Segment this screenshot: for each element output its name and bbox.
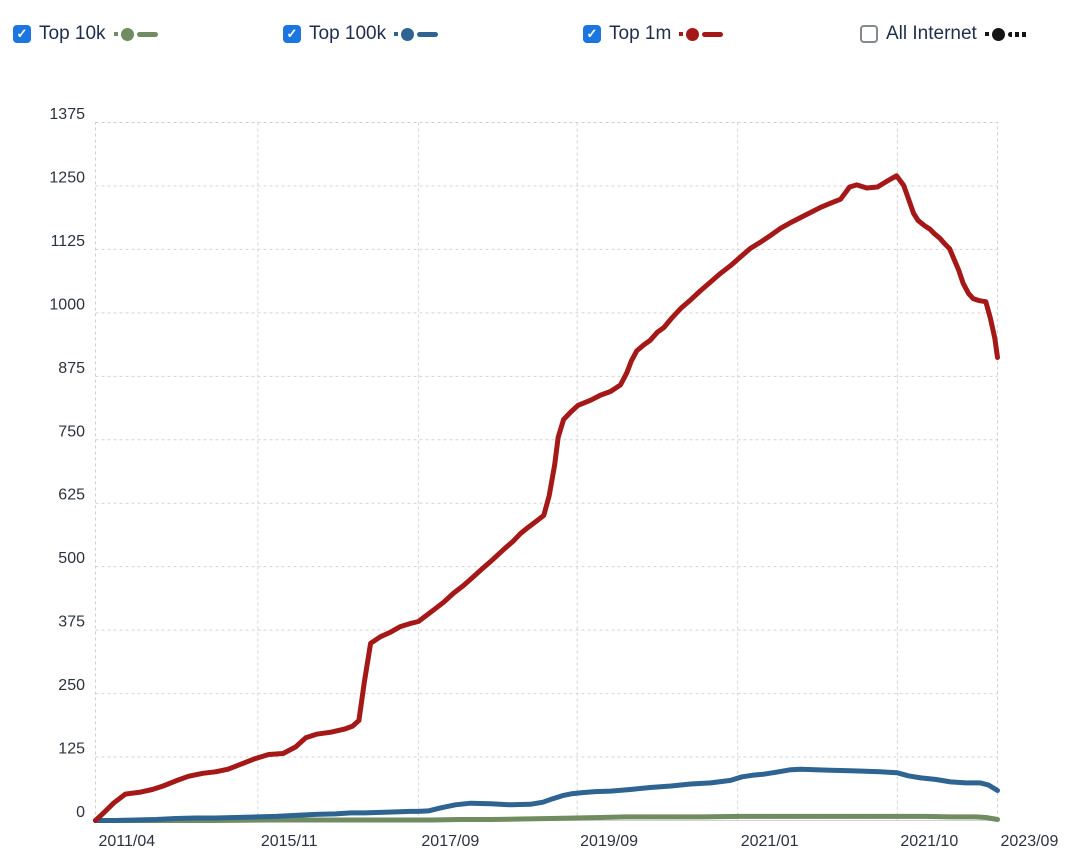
legend-label-top-10k: Top 10k bbox=[39, 23, 106, 44]
legend-item-top-1m[interactable]: ✓ Top 1m bbox=[583, 23, 724, 45]
marker-line-icon bbox=[702, 31, 724, 37]
marker-square-icon bbox=[394, 32, 399, 36]
legend-label-top-100k: Top 100k bbox=[309, 23, 387, 44]
svg-text:2021/10: 2021/10 bbox=[900, 833, 958, 850]
legend-label-top-1m: Top 1m bbox=[609, 23, 672, 44]
svg-text:2017/09: 2017/09 bbox=[421, 833, 479, 850]
svg-text:500: 500 bbox=[58, 550, 85, 567]
svg-text:1000: 1000 bbox=[49, 296, 85, 313]
legend-label-all-internet: All Internet bbox=[886, 23, 977, 44]
marker-line-icon bbox=[1007, 31, 1029, 37]
checkbox-top-10k[interactable]: ✓ bbox=[13, 25, 31, 43]
svg-text:125: 125 bbox=[58, 741, 85, 758]
marker-circle-icon bbox=[401, 27, 415, 41]
legend-item-top-100k[interactable]: ✓ Top 100k bbox=[283, 23, 439, 45]
marker-square-icon bbox=[113, 32, 118, 36]
marker-circle-icon bbox=[991, 27, 1005, 41]
svg-text:1375: 1375 bbox=[49, 106, 85, 123]
svg-text:2021/01: 2021/01 bbox=[741, 833, 799, 850]
series-marker-top-10k bbox=[113, 27, 158, 41]
svg-text:0: 0 bbox=[76, 804, 85, 821]
svg-text:625: 625 bbox=[58, 487, 85, 504]
checkbox-top-100k[interactable]: ✓ bbox=[283, 25, 301, 43]
svg-text:250: 250 bbox=[58, 677, 85, 694]
checkbox-top-1m[interactable]: ✓ bbox=[583, 25, 601, 43]
checkbox-all-internet[interactable] bbox=[860, 25, 878, 43]
svg-text:875: 875 bbox=[58, 360, 85, 377]
marker-circle-icon bbox=[120, 27, 134, 41]
svg-text:1250: 1250 bbox=[49, 169, 85, 186]
series-marker-top-1m bbox=[679, 27, 724, 41]
svg-text:2023/09: 2023/09 bbox=[1001, 833, 1059, 850]
svg-text:2011/04: 2011/04 bbox=[99, 833, 156, 850]
svg-text:1125: 1125 bbox=[51, 233, 86, 250]
marker-square-icon bbox=[679, 32, 684, 36]
svg-text:750: 750 bbox=[58, 423, 85, 440]
series-marker-all-internet bbox=[984, 27, 1029, 41]
svg-text:375: 375 bbox=[58, 614, 85, 631]
legend-item-all-internet[interactable]: All Internet bbox=[860, 23, 1029, 45]
marker-line-icon bbox=[136, 31, 158, 37]
marker-line-icon bbox=[417, 31, 439, 37]
marker-circle-icon bbox=[686, 27, 700, 41]
legend-item-top-10k[interactable]: ✓ Top 10k bbox=[13, 23, 158, 45]
svg-text:2019/09: 2019/09 bbox=[580, 833, 638, 850]
marker-square-icon bbox=[984, 32, 989, 36]
series-marker-top-100k bbox=[394, 27, 439, 41]
svg-text:2015/11: 2015/11 bbox=[261, 833, 318, 850]
